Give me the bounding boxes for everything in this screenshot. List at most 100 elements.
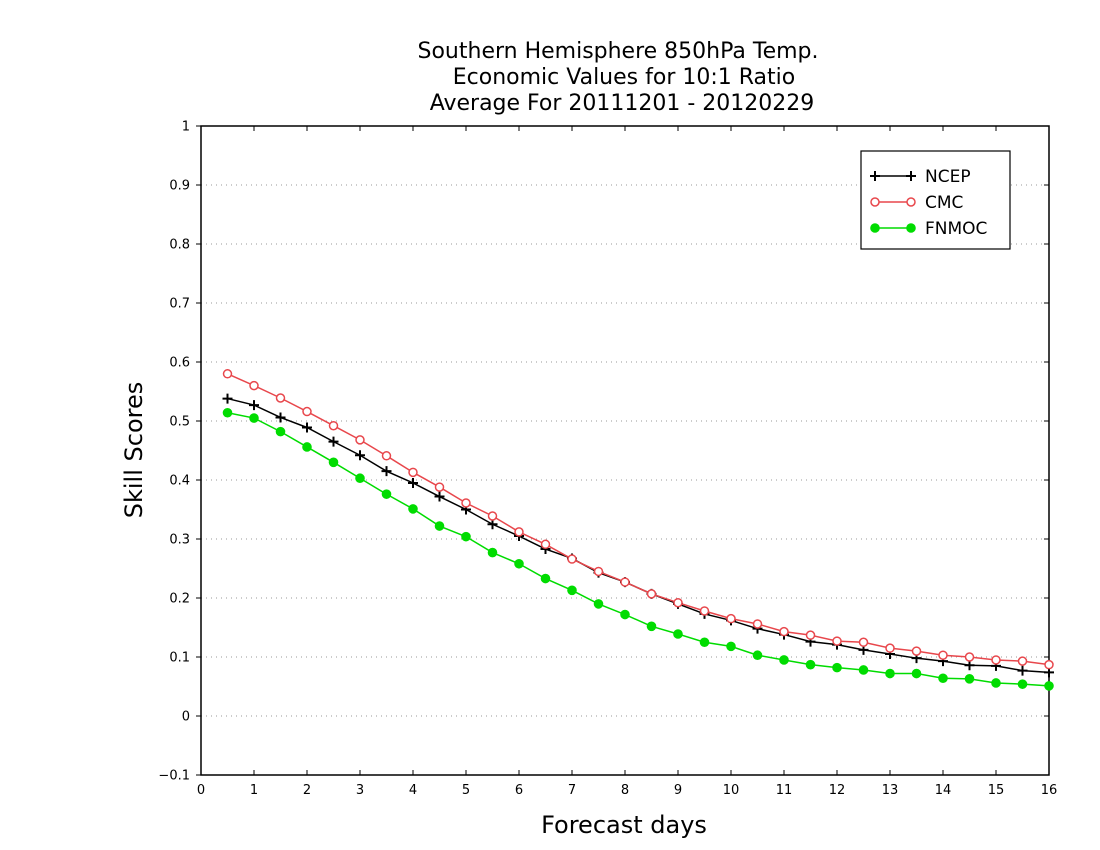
series-fnmoc-point bbox=[1044, 681, 1054, 691]
series-fnmoc-point bbox=[249, 413, 259, 423]
y-tick-label: 0.8 bbox=[169, 238, 190, 253]
series-fnmoc-point bbox=[487, 547, 498, 558]
series-fnmoc-point bbox=[355, 473, 365, 484]
series-cmc-point bbox=[779, 626, 789, 637]
chart-title-line-2: Economic Values for 10:1 Ratio bbox=[453, 65, 795, 90]
series-cmc bbox=[222, 369, 1054, 670]
series-fnmoc bbox=[222, 407, 1054, 691]
series-ncep-point bbox=[1017, 665, 1028, 676]
series-cmc-point bbox=[673, 597, 683, 608]
axis-ticks: −0.100.10.20.30.40.50.60.70.80.910 1 2 3 4 5 6… bbox=[158, 120, 1057, 799]
series-cmc-point bbox=[964, 652, 975, 662]
series-cmc-point bbox=[355, 435, 365, 445]
y-tick-label: 0.4 bbox=[169, 474, 190, 489]
series-fnmoc-point bbox=[885, 668, 895, 679]
x-tick-label: 6 bbox=[515, 783, 523, 798]
grid-lines bbox=[201, 184, 1049, 717]
series-cmc-point bbox=[911, 646, 922, 656]
series-fnmoc-point bbox=[699, 637, 710, 648]
series-cmc-point bbox=[593, 566, 604, 577]
series-cmc-point bbox=[805, 630, 816, 640]
series-cmc-point bbox=[328, 420, 339, 431]
legend-label: CMC bbox=[925, 193, 963, 213]
series-fnmoc-point bbox=[752, 650, 763, 661]
x-tick-label: 10 bbox=[723, 783, 740, 798]
x-tick-label: 14 bbox=[935, 783, 952, 798]
series-fnmoc-point bbox=[911, 668, 922, 679]
series-fnmoc-point bbox=[567, 585, 577, 596]
legend-box bbox=[860, 150, 1011, 250]
chart-title-line-3: Average For 20111201 - 20120229 bbox=[430, 91, 815, 116]
legend-ncep-point bbox=[870, 171, 880, 181]
y-tick-label: 0.7 bbox=[169, 297, 190, 312]
series-cmc-point bbox=[567, 554, 577, 564]
series-ncep-point bbox=[964, 660, 975, 671]
series-cmc-point bbox=[991, 655, 1001, 665]
series-fnmoc-point bbox=[302, 442, 312, 452]
series-ncep-point bbox=[381, 466, 392, 477]
y-tick-label: 0.5 bbox=[169, 415, 190, 430]
y-tick-label: −0.1 bbox=[158, 769, 190, 784]
series-cmc-point bbox=[249, 380, 259, 391]
series-fnmoc-point bbox=[434, 521, 445, 531]
legend: NCEP CMC FNMOC bbox=[860, 150, 1011, 250]
series-ncep-point bbox=[434, 491, 445, 502]
series-fnmoc-line bbox=[227, 412, 1050, 687]
x-tick-label: 13 bbox=[882, 783, 899, 798]
legend-item-cmc: CMC bbox=[870, 193, 963, 213]
series-cmc-point bbox=[646, 589, 657, 599]
series-ncep-point bbox=[487, 519, 498, 530]
series-cmc-point bbox=[275, 393, 286, 403]
legend-cmc-point bbox=[870, 197, 880, 207]
x-tick-label: 11 bbox=[776, 783, 793, 798]
series-lines bbox=[222, 369, 1054, 691]
series-ncep-point bbox=[355, 450, 365, 461]
series-cmc-point bbox=[858, 637, 869, 647]
legend-label: NCEP bbox=[925, 167, 971, 187]
y-tick-label: 0.3 bbox=[169, 533, 190, 548]
series-cmc-point bbox=[408, 467, 418, 478]
series-cmc-point bbox=[1044, 659, 1054, 670]
x-tick-label: 1 bbox=[250, 783, 258, 798]
x-tick-label: 5 bbox=[462, 783, 470, 798]
series-fnmoc-point bbox=[779, 655, 789, 665]
series-ncep-point bbox=[275, 412, 286, 423]
series-ncep-point bbox=[328, 436, 339, 447]
y-axis-label: Skill Scores bbox=[120, 382, 148, 519]
chart-title-line-1: Southern Hemisphere 850hPa Temp. bbox=[418, 39, 819, 64]
legend-cmc-point bbox=[906, 197, 916, 207]
x-tick-label: 3 bbox=[356, 783, 364, 798]
series-ncep-point bbox=[408, 477, 418, 488]
series-fnmoc-point bbox=[805, 659, 816, 670]
series-cmc-point bbox=[302, 406, 312, 417]
legend-ncep-point bbox=[906, 171, 916, 181]
x-tick-label: 8 bbox=[621, 783, 629, 798]
series-cmc-point bbox=[222, 369, 233, 379]
y-tick-label: 0.2 bbox=[169, 592, 190, 607]
legend-fnmoc-point bbox=[906, 223, 916, 233]
series-fnmoc-point bbox=[726, 641, 736, 652]
x-tick-label: 12 bbox=[829, 783, 846, 798]
legend-fnmoc-point bbox=[870, 223, 880, 233]
x-tick-label: 0 bbox=[197, 783, 205, 798]
series-cmc-point bbox=[885, 643, 895, 653]
x-tick-label: 2 bbox=[303, 783, 311, 798]
series-cmc-point bbox=[514, 527, 524, 537]
y-tick-label: 0 bbox=[182, 710, 190, 725]
series-ncep-point bbox=[222, 393, 233, 404]
series-cmc-point bbox=[938, 650, 948, 660]
series-fnmoc-point bbox=[328, 457, 339, 468]
series-cmc-point bbox=[699, 606, 710, 616]
series-fnmoc-point bbox=[461, 531, 471, 542]
legend-label: FNMOC bbox=[925, 219, 987, 239]
series-fnmoc-point bbox=[964, 674, 975, 684]
x-tick-label: 16 bbox=[1041, 783, 1058, 798]
series-fnmoc-point bbox=[540, 573, 551, 584]
series-cmc-point bbox=[832, 636, 842, 646]
series-fnmoc-point bbox=[408, 504, 418, 514]
series-fnmoc-point bbox=[620, 609, 630, 620]
series-fnmoc-point bbox=[593, 599, 604, 609]
series-fnmoc-point bbox=[1017, 679, 1028, 689]
series-ncep-point bbox=[249, 400, 259, 411]
